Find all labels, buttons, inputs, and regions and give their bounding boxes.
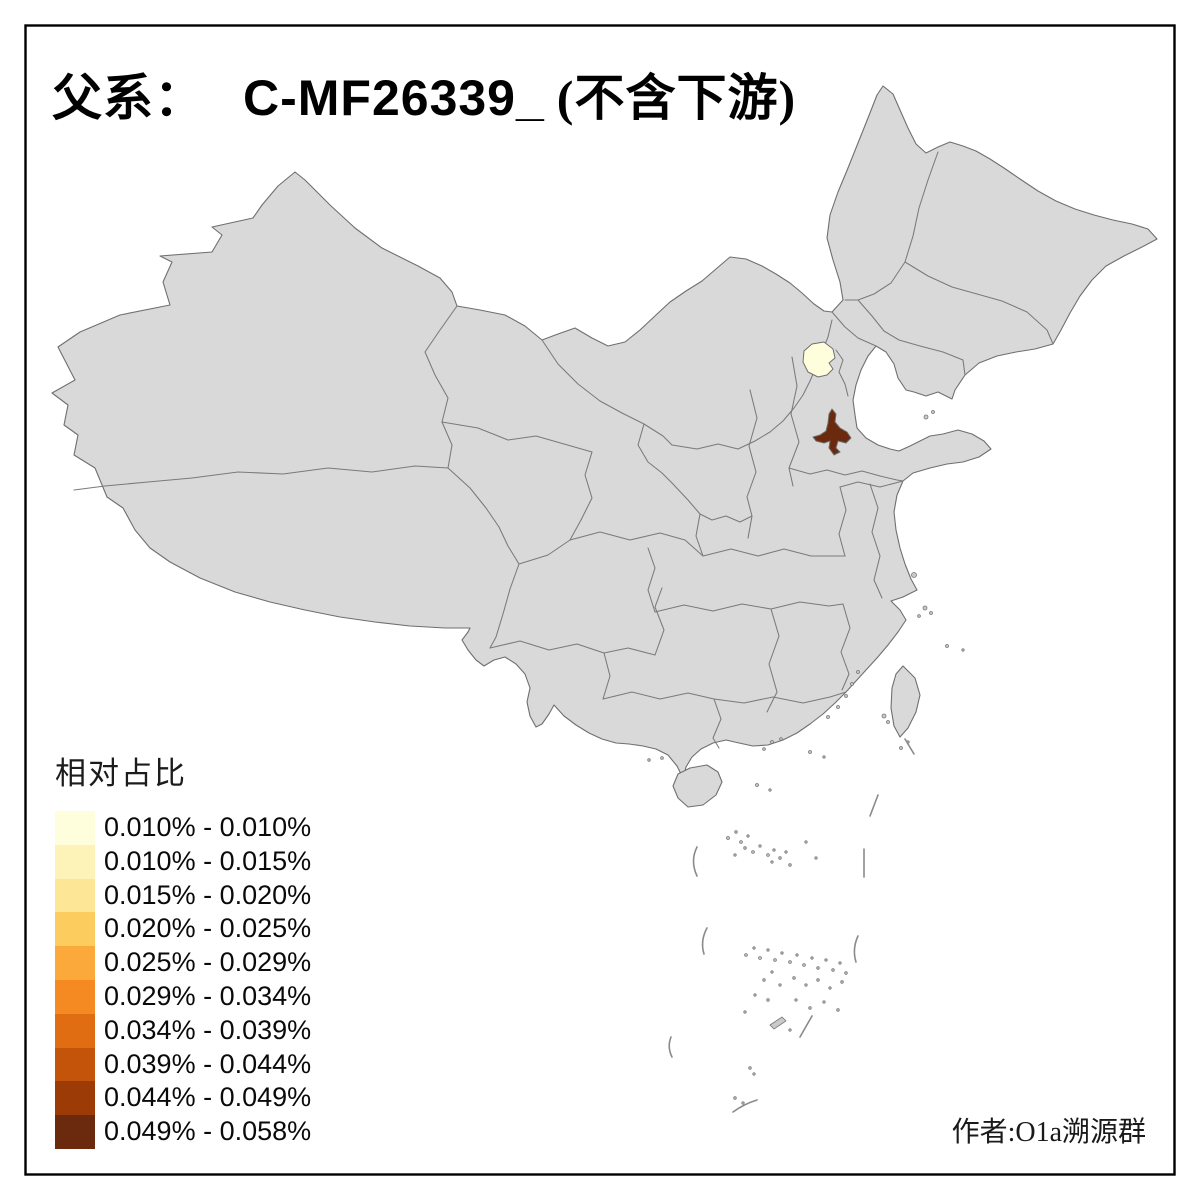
legend-swatch — [55, 1115, 95, 1149]
legend-item-label: 0.015% - 0.020% — [104, 879, 312, 910]
province-borders — [73, 151, 1054, 749]
legend-swatch — [55, 946, 95, 980]
legend-item: 0.020% - 0.025% — [55, 912, 312, 947]
attribution: 作者:O1a溯源群 — [951, 1117, 1146, 1148]
title-suffix: (不含下游) — [556, 70, 797, 126]
legend-item-label: 0.025% - 0.029% — [104, 947, 312, 978]
hainan-island — [672, 764, 723, 808]
legend-swatch — [55, 878, 95, 913]
spratly-main-islet — [769, 1016, 787, 1030]
legend-item-label: 0.044% - 0.049% — [104, 1082, 312, 1113]
region-highlight-min — [802, 341, 836, 378]
nine-dash-line-segments — [668, 738, 915, 1113]
legend-item: 0.025% - 0.029% — [55, 946, 311, 980]
legend-item-label: 0.039% - 0.044% — [104, 1048, 312, 1079]
legend-swatch — [55, 912, 95, 947]
coastal-islets — [647, 410, 965, 762]
legend-item: 0.034% - 0.039% — [55, 1013, 312, 1048]
legend-swatch — [55, 844, 95, 879]
legend-swatch — [55, 1081, 95, 1116]
legend-item: 0.049% - 0.058% — [55, 1115, 311, 1149]
legend-items: 0.010% - 0.010% 0.010% - 0.015% 0.015% - 0… — [55, 811, 311, 1149]
map-title: 父系： C-MF26339_ (不含下游) — [52, 58, 796, 130]
legend-swatch — [55, 1047, 95, 1082]
title-haplogroup: C-MF26339_ — [243, 70, 545, 126]
legend-item-label: 0.020% - 0.025% — [104, 913, 312, 944]
legend: 相对占比 0.010% - 0.010% 0.010% - 0.015% 0.015… — [55, 748, 311, 1149]
south-china-sea-islets — [726, 750, 848, 1105]
title-prefix: 父系： — [52, 70, 205, 126]
legend-swatch — [55, 811, 95, 845]
legend-item: 0.039% - 0.044% — [55, 1047, 312, 1082]
legend-item-label: 0.049% - 0.058% — [104, 1116, 312, 1147]
legend-swatch — [55, 1013, 95, 1048]
plot-frame — [24, 24, 1176, 1176]
china-mainland-shape — [51, 85, 1158, 779]
legend-item: 0.010% - 0.010% — [55, 811, 311, 845]
legend-title: 相对占比 — [55, 756, 187, 791]
region-highlight-max — [812, 408, 852, 456]
legend-item-label: 0.010% - 0.010% — [104, 812, 312, 842]
taiwan-island — [890, 665, 921, 738]
legend-item: 0.015% - 0.020% — [55, 878, 312, 913]
legend-item: 0.029% - 0.034% — [55, 979, 312, 1014]
legend-swatch — [55, 979, 95, 1014]
legend-item: 0.044% - 0.049% — [55, 1081, 312, 1116]
legend-item: 0.010% - 0.015% — [55, 844, 312, 879]
legend-item-label: 0.010% - 0.015% — [104, 845, 312, 876]
legend-item-label: 0.029% - 0.034% — [104, 980, 312, 1011]
legend-item-label: 0.034% - 0.039% — [104, 1014, 312, 1045]
